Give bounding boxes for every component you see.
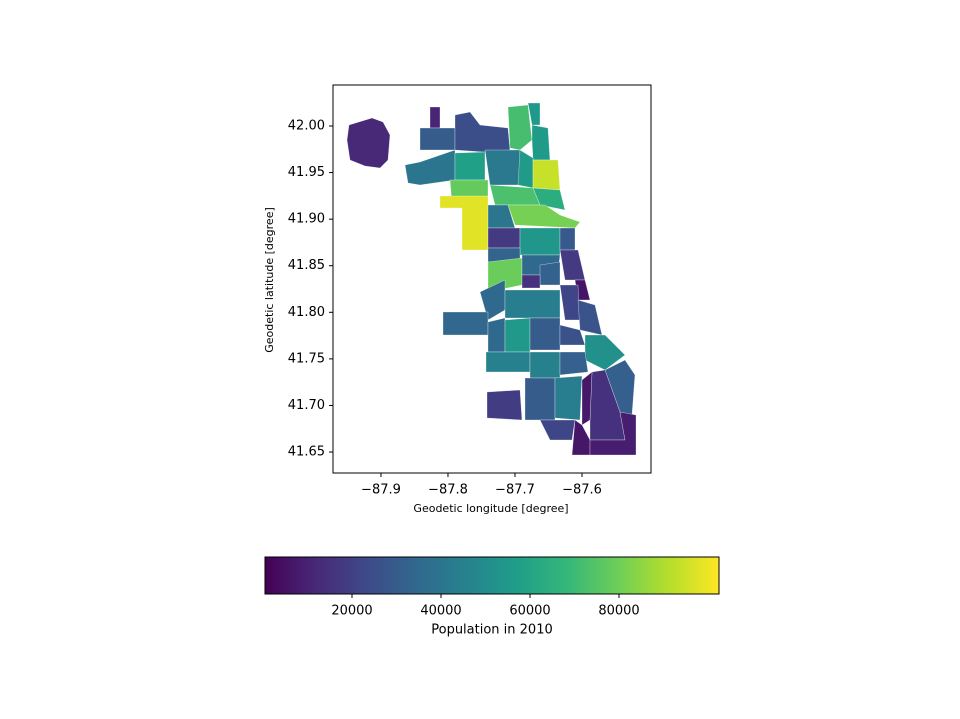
y-tick-label: 41.85 — [288, 258, 325, 273]
region — [559, 351, 589, 376]
region — [559, 227, 576, 251]
y-tick-label: 41.70 — [288, 398, 325, 413]
region — [486, 389, 523, 421]
region — [487, 317, 506, 353]
region — [346, 117, 391, 169]
region — [589, 411, 637, 456]
axes-frame — [332, 84, 652, 474]
region — [577, 299, 603, 336]
region — [539, 261, 561, 286]
y-tick-label: 41.95 — [288, 165, 325, 180]
region — [529, 317, 561, 351]
region — [532, 159, 561, 191]
region — [524, 377, 556, 421]
region — [532, 187, 566, 211]
region — [571, 419, 591, 456]
region — [581, 371, 593, 426]
region — [531, 124, 551, 161]
region — [529, 351, 561, 379]
colorbar-tick-label: 60000 — [509, 604, 550, 619]
region — [517, 149, 534, 189]
region — [504, 317, 531, 353]
region — [429, 106, 441, 129]
region — [527, 102, 541, 126]
region — [507, 204, 581, 229]
y-tick-label: 41.65 — [288, 445, 325, 460]
region — [554, 375, 583, 421]
region — [507, 104, 533, 151]
colorbar-tick-label: 80000 — [598, 604, 639, 619]
region — [487, 227, 521, 249]
region — [539, 419, 576, 441]
region — [484, 149, 521, 186]
region — [519, 227, 561, 256]
region — [559, 249, 586, 281]
region — [454, 151, 486, 181]
x-tick-label: −87.9 — [361, 483, 401, 498]
region — [485, 351, 531, 373]
colorbar — [264, 556, 720, 595]
region — [442, 311, 489, 336]
colorbar-label: Population in 2010 — [431, 623, 553, 638]
x-axis-label: Geodetic longitude [degree] — [413, 502, 568, 515]
colorbar-tick-label: 40000 — [420, 604, 461, 619]
x-tick-label: −87.7 — [495, 483, 535, 498]
y-tick-label: 42.00 — [288, 118, 325, 133]
region — [521, 274, 541, 289]
region — [439, 195, 489, 251]
region — [489, 184, 541, 206]
y-tick-label: 41.80 — [288, 305, 325, 320]
x-tick-label: −87.8 — [428, 483, 468, 498]
region — [454, 111, 511, 153]
region — [419, 127, 456, 151]
region — [504, 289, 561, 319]
y-tick-label: 41.75 — [288, 351, 325, 366]
region — [404, 149, 456, 186]
y-tick-label: 41.90 — [288, 212, 325, 227]
region — [559, 284, 581, 321]
x-tick-label: −87.6 — [562, 483, 602, 498]
y-axis-label: Geodetic latitude [degree] — [263, 207, 276, 353]
colorbar-tick-label: 20000 — [331, 604, 372, 619]
